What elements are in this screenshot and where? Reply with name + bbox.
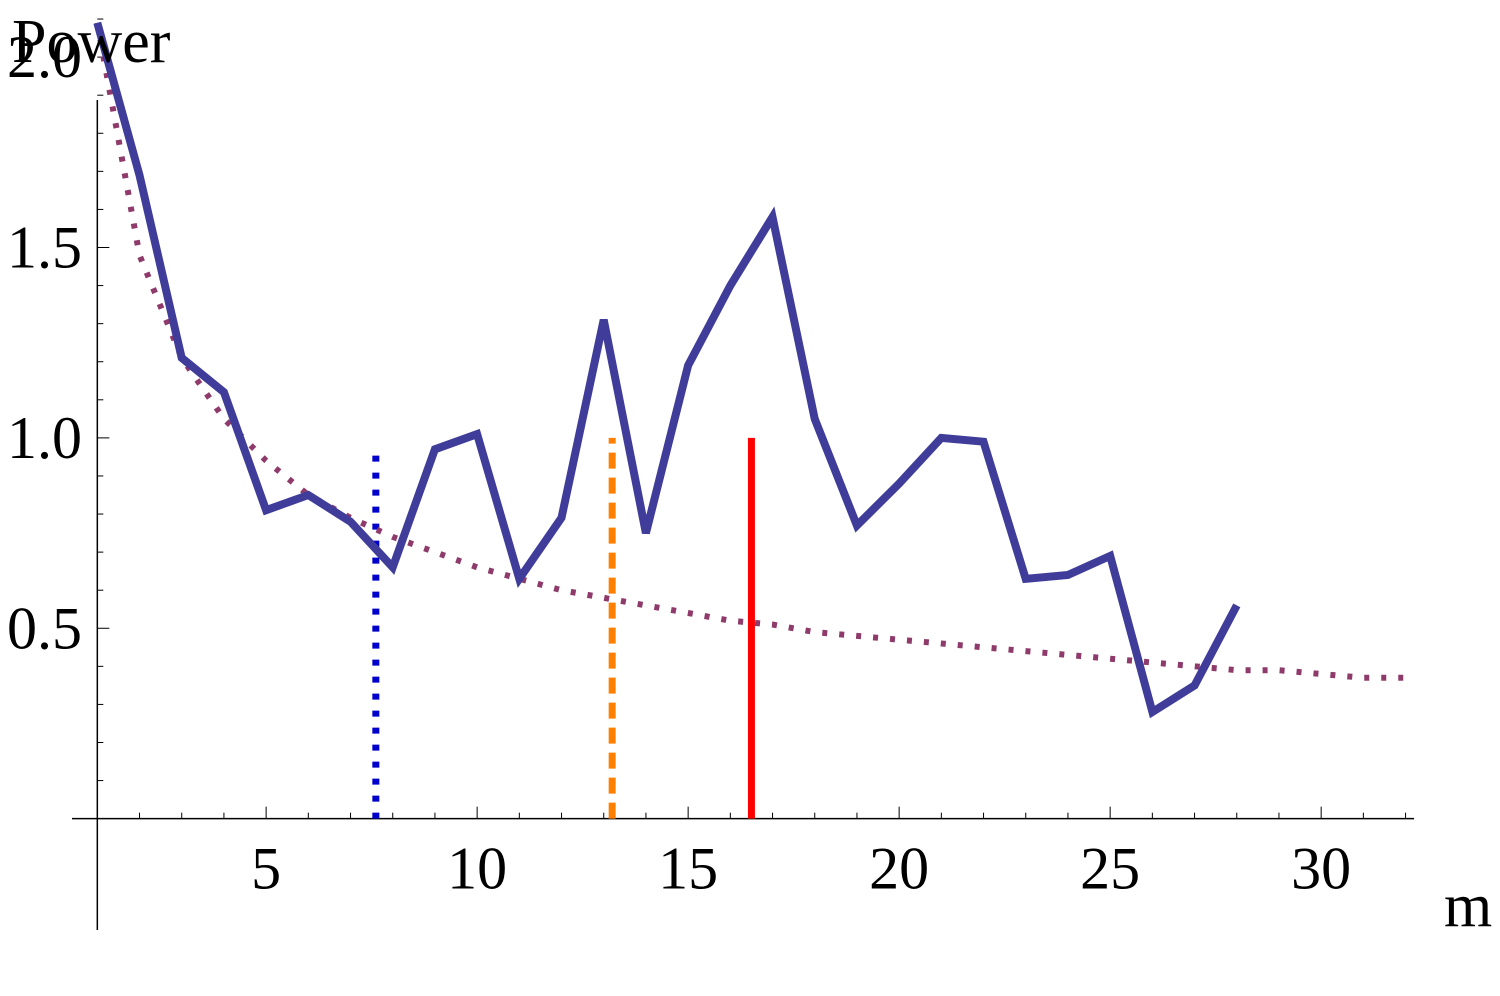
x-axis-label: m — [1444, 872, 1492, 940]
y-tick-label: 1.0 — [7, 405, 82, 471]
axes — [72, 100, 1414, 930]
x-tick-label: 5 — [251, 836, 281, 902]
series-line-solid — [93, 21, 1241, 719]
x-tick-label: 15 — [658, 836, 718, 902]
series-layer — [93, 21, 1406, 719]
y-tick-label: 2.0 — [7, 24, 82, 90]
x-tick-label: 30 — [1291, 836, 1351, 902]
x-tick-label: 10 — [447, 836, 507, 902]
reference-lines — [372, 437, 755, 819]
tick-labels: 5 10 15 20 25 30 0.5 1.0 1.5 2.0 — [7, 24, 1351, 902]
y-tick-label: 0.5 — [7, 595, 82, 661]
y-axis-label: Power — [12, 8, 171, 76]
x-tick-label: 25 — [1080, 836, 1140, 902]
y-tick-label: 1.5 — [7, 215, 82, 281]
x-tick-label: 20 — [869, 836, 929, 902]
ticks — [97, 18, 1407, 819]
